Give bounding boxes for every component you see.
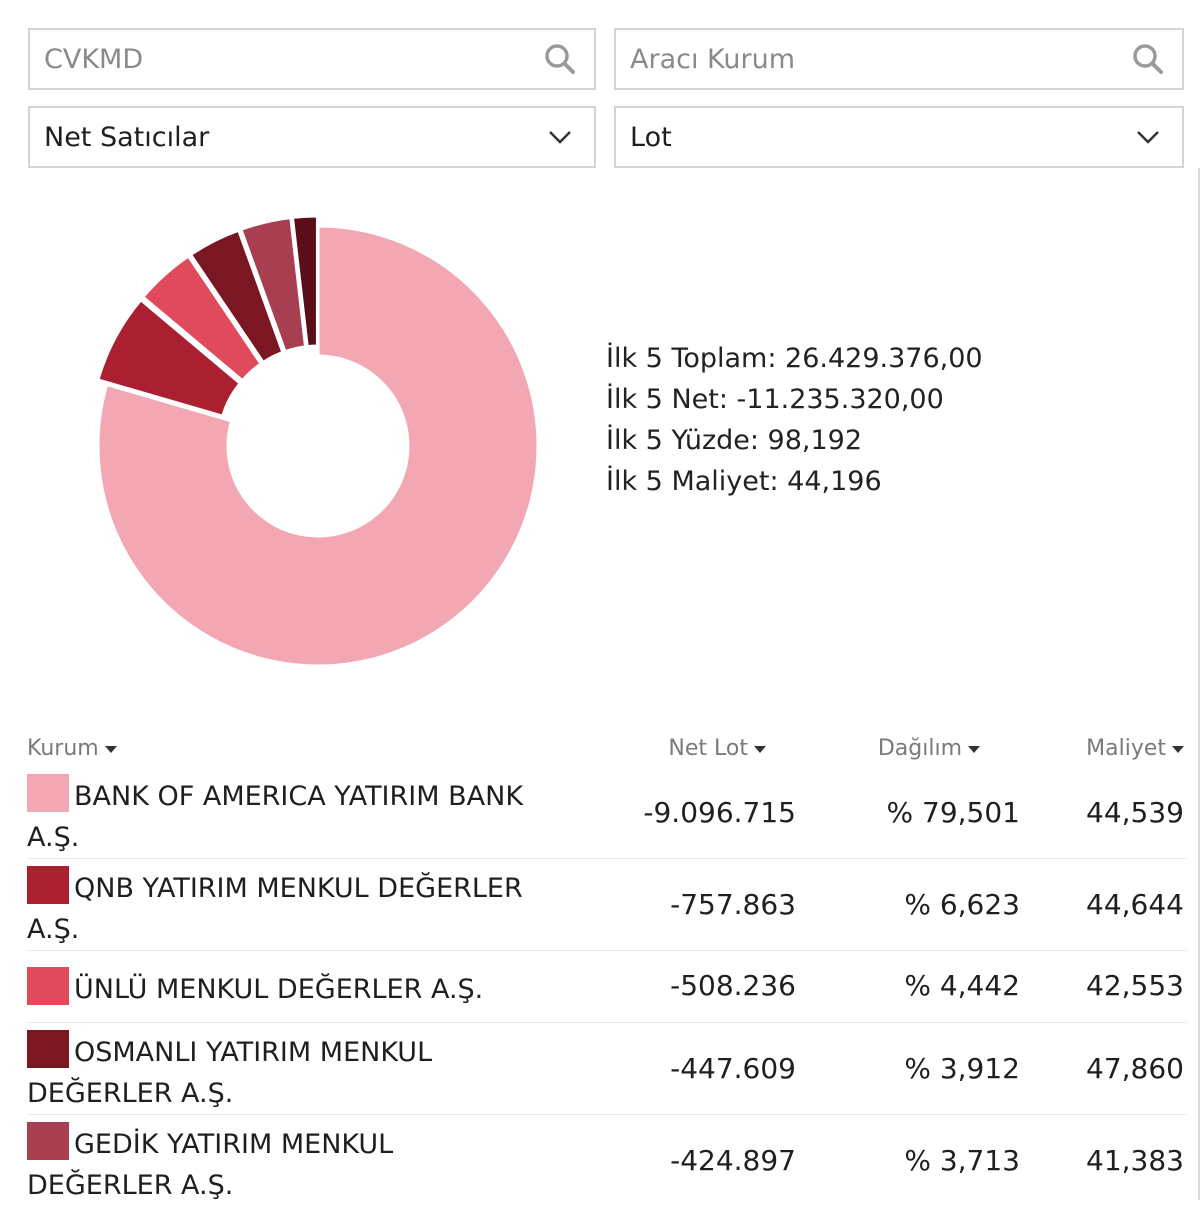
chevron-down-icon[interactable] bbox=[1128, 117, 1168, 157]
side-select-value[interactable]: Net Satıcılar bbox=[44, 121, 210, 153]
broker-search-input[interactable]: Aracı Kurum bbox=[630, 43, 796, 75]
summary-net: İlk 5 Net: -11.235.320,00 bbox=[606, 384, 944, 415]
cost-cell: 44,539 bbox=[1086, 796, 1184, 829]
broker-name-cell: OSMANLI YATIRIM MENKUL DEĞERLER A.Ş. bbox=[27, 1030, 537, 1114]
symbol-search-input[interactable]: CVKMD bbox=[44, 43, 144, 75]
broker-name-cell: ÜNLÜ MENKUL DEĞERLER A.Ş. bbox=[27, 967, 537, 1010]
net-lot-cell: -9.096.715 bbox=[643, 796, 796, 829]
sort-caret-icon bbox=[1172, 745, 1184, 753]
distribution-cell: % 6,623 bbox=[904, 888, 1020, 921]
legend-swatch bbox=[27, 866, 69, 904]
unit-select-value[interactable]: Lot bbox=[630, 121, 672, 153]
sort-caret-icon bbox=[104, 745, 117, 753]
chevron-down-icon[interactable] bbox=[540, 117, 580, 157]
broker-name-cell: BANK OF AMERICA YATIRIM BANK A.Ş. bbox=[27, 774, 537, 858]
column-header-kurum[interactable]: Kurum bbox=[27, 736, 117, 761]
panel-border bbox=[1198, 168, 1200, 1200]
column-header-label: Dağılım bbox=[877, 736, 962, 761]
broker-name-cell: QNB YATIRIM MENKUL DEĞERLER A.Ş. bbox=[27, 866, 537, 950]
row-divider bbox=[27, 1114, 1187, 1115]
side-select[interactable]: Net Satıcılar bbox=[28, 106, 596, 168]
distribution-cell: % 79,501 bbox=[886, 796, 1020, 829]
summary-total: İlk 5 Toplam: 26.429.376,00 bbox=[606, 343, 983, 374]
legend-swatch bbox=[27, 774, 69, 812]
symbol-search-field[interactable]: CVKMD bbox=[28, 28, 596, 90]
distribution-donut-chart bbox=[96, 214, 540, 668]
distribution-cell: % 3,912 bbox=[904, 1052, 1020, 1085]
net-lot-cell: -424.897 bbox=[670, 1144, 796, 1177]
distribution-cell: % 3,713 bbox=[904, 1144, 1020, 1177]
legend-swatch bbox=[27, 1030, 69, 1068]
donut-slice[interactable] bbox=[140, 254, 264, 383]
column-header-label: Net Lot bbox=[668, 736, 748, 761]
column-header-label: Maliyet bbox=[1086, 736, 1166, 761]
cost-cell: 47,860 bbox=[1086, 1052, 1184, 1085]
search-icon[interactable] bbox=[540, 39, 580, 79]
unit-select[interactable]: Lot bbox=[614, 106, 1184, 168]
broker-name-cell: GEDİK YATIRIM MENKUL DEĞERLER A.Ş. bbox=[27, 1122, 537, 1206]
column-header-net-lot[interactable]: Net Lot bbox=[668, 736, 766, 761]
donut-slice[interactable] bbox=[188, 228, 285, 365]
cost-cell: 42,553 bbox=[1086, 969, 1184, 1002]
distribution-cell: % 4,442 bbox=[904, 969, 1020, 1002]
cost-cell: 44,644 bbox=[1086, 888, 1184, 921]
net-lot-cell: -447.609 bbox=[670, 1052, 796, 1085]
net-lot-cell: -757.863 bbox=[670, 888, 796, 921]
broker-name: ÜNLÜ MENKUL DEĞERLER A.Ş. bbox=[74, 974, 484, 1005]
donut-slice[interactable] bbox=[290, 214, 319, 349]
broker-name: QNB YATIRIM MENKUL DEĞERLER A.Ş. bbox=[27, 873, 523, 945]
column-header-label: Kurum bbox=[27, 736, 99, 761]
summary-block: İlk 5 Toplam: 26.429.376,00 İlk 5 Net: -… bbox=[606, 338, 983, 502]
row-divider bbox=[27, 858, 1187, 859]
summary-percent: İlk 5 Yüzde: 98,192 bbox=[606, 425, 863, 456]
legend-swatch bbox=[27, 967, 69, 1005]
search-icon[interactable] bbox=[1128, 39, 1168, 79]
donut-slice[interactable] bbox=[239, 216, 308, 354]
broker-name: BANK OF AMERICA YATIRIM BANK A.Ş. bbox=[27, 781, 524, 853]
broker-name: GEDİK YATIRIM MENKUL DEĞERLER A.Ş. bbox=[27, 1129, 394, 1201]
summary-cost: İlk 5 Maliyet: 44,196 bbox=[606, 466, 882, 497]
sort-caret-icon bbox=[968, 745, 980, 753]
column-header-maliyet[interactable]: Maliyet bbox=[1086, 736, 1184, 761]
cost-cell: 41,383 bbox=[1086, 1144, 1184, 1177]
broker-name: OSMANLI YATIRIM MENKUL DEĞERLER A.Ş. bbox=[27, 1037, 433, 1109]
row-divider bbox=[27, 950, 1187, 951]
donut-slice[interactable] bbox=[96, 224, 540, 668]
donut-slice[interactable] bbox=[96, 297, 243, 419]
net-lot-cell: -508.236 bbox=[670, 969, 796, 1002]
sort-caret-icon bbox=[754, 745, 766, 753]
legend-swatch bbox=[27, 1122, 69, 1160]
row-divider bbox=[27, 1022, 1187, 1023]
column-header-dagilim[interactable]: Dağılım bbox=[878, 736, 980, 761]
broker-search-field[interactable]: Aracı Kurum bbox=[614, 28, 1184, 90]
